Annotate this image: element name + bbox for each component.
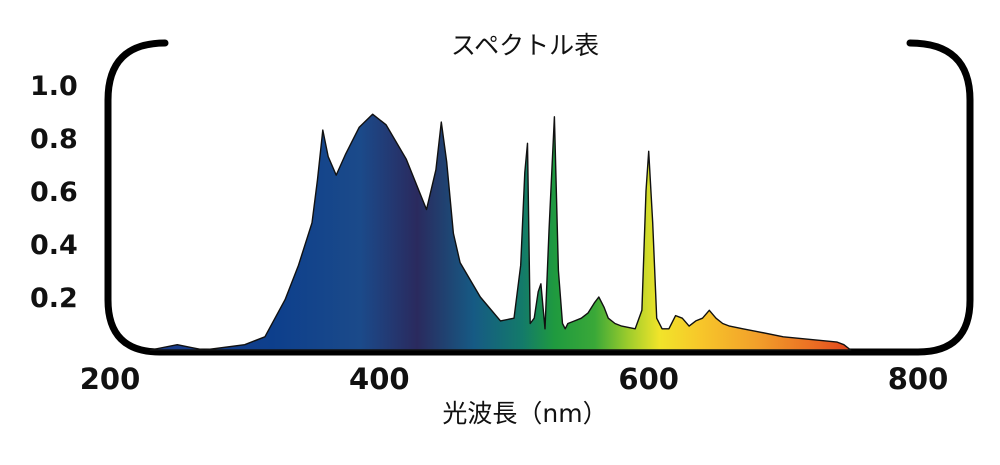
x-axis-label: 光波長（nm） bbox=[442, 399, 607, 428]
y-tick-label: 1.0 bbox=[30, 71, 78, 102]
y-tick-label: 0.6 bbox=[30, 177, 78, 208]
x-tick-label: 600 bbox=[618, 362, 679, 396]
y-tick-label: 0.8 bbox=[30, 124, 78, 155]
chart-title: スペクトル表 bbox=[451, 31, 599, 60]
y-tick-label: 0.4 bbox=[30, 230, 78, 261]
spectrum-area-layer bbox=[149, 113, 852, 351]
spectrum-area-series-0 bbox=[149, 113, 852, 351]
y-tick-labels: 0.2 0.4 0.6 0.8 1.0 bbox=[30, 71, 78, 314]
frame-left-bracket bbox=[104, 39, 504, 356]
frame-right-bracket bbox=[496, 39, 974, 356]
x-tick-labels: 200 400 600 800 bbox=[80, 362, 949, 396]
x-tick-label: 800 bbox=[888, 362, 949, 396]
x-tick-label: 200 bbox=[80, 362, 141, 396]
y-tick-label: 0.2 bbox=[30, 283, 78, 314]
x-tick-label: 400 bbox=[349, 362, 410, 396]
